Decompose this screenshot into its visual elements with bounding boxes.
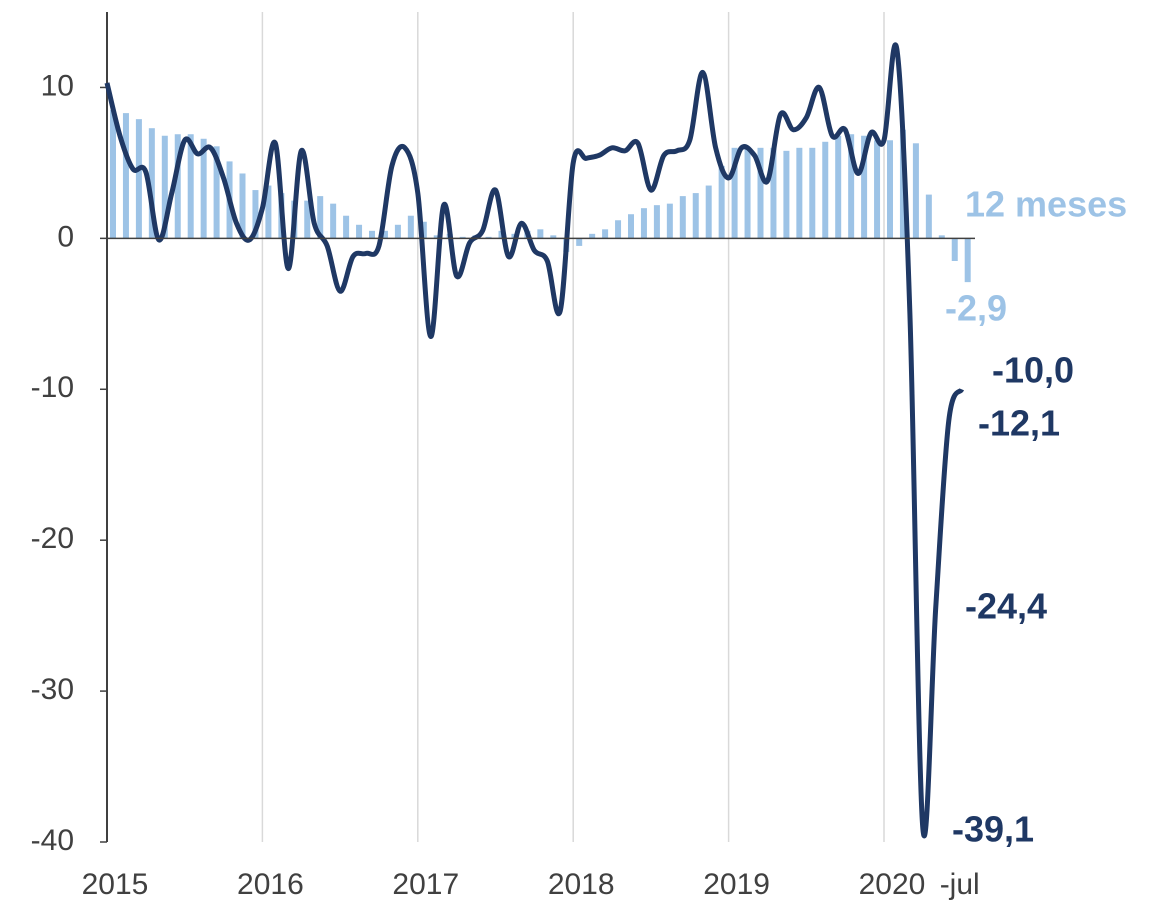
bar: [809, 147, 816, 239]
data-label: -39,1: [952, 809, 1034, 850]
bar: [317, 196, 324, 239]
bar: [420, 221, 427, 239]
bar: [433, 235, 440, 239]
bar: [744, 149, 751, 239]
bar: [731, 147, 738, 239]
bar: [925, 194, 932, 239]
x-tick-label: 2017: [392, 868, 459, 901]
bar: [148, 128, 155, 239]
bar: [381, 230, 388, 239]
data-label: -10,0: [992, 350, 1074, 391]
bar: [122, 113, 129, 239]
bar: [550, 235, 557, 239]
bar: [394, 224, 401, 239]
y-tick-label: -10: [31, 371, 74, 404]
bar: [912, 143, 919, 239]
bar: [822, 141, 829, 239]
bar: [640, 208, 647, 239]
x-tick-label: 2016: [237, 868, 304, 901]
bar: [161, 135, 168, 239]
bar: [861, 135, 868, 239]
line: [104, 42, 965, 839]
data-label: -2,9: [945, 288, 1007, 329]
bar: [110, 110, 116, 239]
bar: [796, 147, 803, 239]
bar: [705, 185, 712, 239]
bar: [343, 215, 350, 239]
bar: [770, 147, 777, 239]
bar: [356, 224, 363, 239]
bar: [848, 134, 855, 239]
series-label: 12 meses: [965, 184, 1127, 225]
bar: [679, 196, 686, 239]
bar: [783, 150, 790, 239]
x-tick-label: 2018: [548, 868, 615, 901]
bar: [692, 193, 699, 239]
bar: [628, 214, 634, 239]
bar: [135, 119, 142, 239]
bar: [874, 140, 881, 239]
bar: [330, 203, 337, 239]
bar: [835, 135, 842, 239]
bar: [252, 190, 259, 239]
x-tick-label: 2019: [703, 868, 770, 901]
y-tick-label: -30: [31, 673, 74, 706]
bar: [239, 173, 246, 239]
bar: [174, 134, 181, 239]
bar: [485, 236, 492, 239]
bar: [615, 220, 622, 239]
bar: [576, 238, 583, 246]
y-tick-label: 0: [57, 220, 74, 253]
bar: [589, 233, 596, 239]
bar: [304, 200, 311, 239]
bar: [200, 138, 207, 239]
y-tick-label: -40: [31, 824, 74, 857]
bar: [265, 185, 272, 239]
y-tick-label: -20: [31, 522, 74, 555]
bar: [951, 238, 958, 261]
data-label: -12,1: [978, 403, 1060, 444]
y-tick-label: 10: [41, 69, 74, 102]
bar: [938, 235, 945, 239]
bar: [964, 238, 971, 283]
bar: [187, 134, 194, 239]
bar: [459, 236, 466, 239]
data-label: -24,4: [965, 586, 1047, 627]
x-tick-label: 2020: [859, 868, 926, 901]
bar: [653, 205, 660, 239]
bar: [537, 229, 544, 239]
bar: [602, 229, 609, 239]
bar: [369, 230, 375, 239]
bar: [666, 203, 673, 239]
x-tick-label: 2015: [82, 868, 149, 901]
bar: [213, 146, 220, 239]
bar: [718, 165, 725, 239]
x-tick-label: -jul: [940, 868, 980, 901]
bar: [407, 215, 414, 239]
bar: [887, 140, 893, 239]
bar: [757, 147, 764, 239]
